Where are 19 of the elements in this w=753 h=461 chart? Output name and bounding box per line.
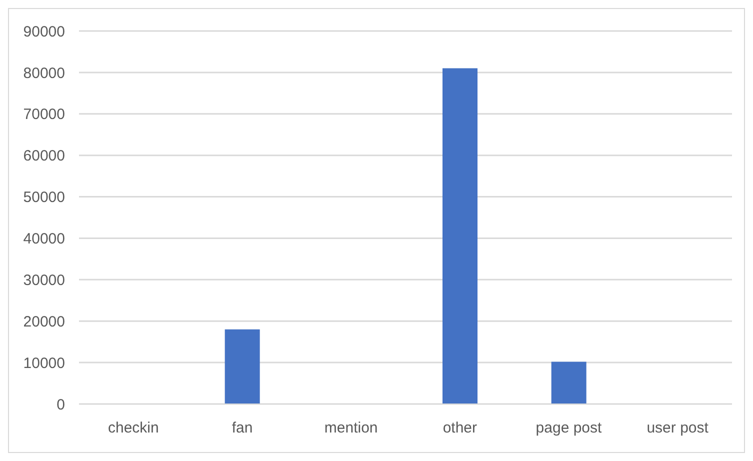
- bar: [224, 329, 260, 404]
- y-tick-label: 0: [56, 396, 65, 414]
- y-tick-label: 30000: [23, 272, 65, 289]
- y-tick-label: 20000: [23, 313, 65, 330]
- y-tick-label: 40000: [23, 230, 65, 248]
- x-tick-label: user post: [646, 420, 710, 437]
- x-tick-label: fan: [232, 420, 253, 437]
- y-tick-label: 50000: [23, 189, 65, 206]
- y-tick-label: 60000: [23, 148, 65, 165]
- bar: [551, 362, 586, 404]
- y-tick-label: 70000: [23, 106, 65, 124]
- x-tick-label: page post: [536, 420, 603, 437]
- bar: [442, 68, 478, 404]
- y-tick-label: 90000: [23, 23, 65, 40]
- y-tick-label: 10000: [23, 354, 65, 372]
- x-tick-label: other: [442, 420, 478, 437]
- y-tick-label: 80000: [23, 64, 65, 82]
- x-tick-label: checkin: [108, 420, 159, 437]
- x-tick-label: mention: [324, 420, 378, 437]
